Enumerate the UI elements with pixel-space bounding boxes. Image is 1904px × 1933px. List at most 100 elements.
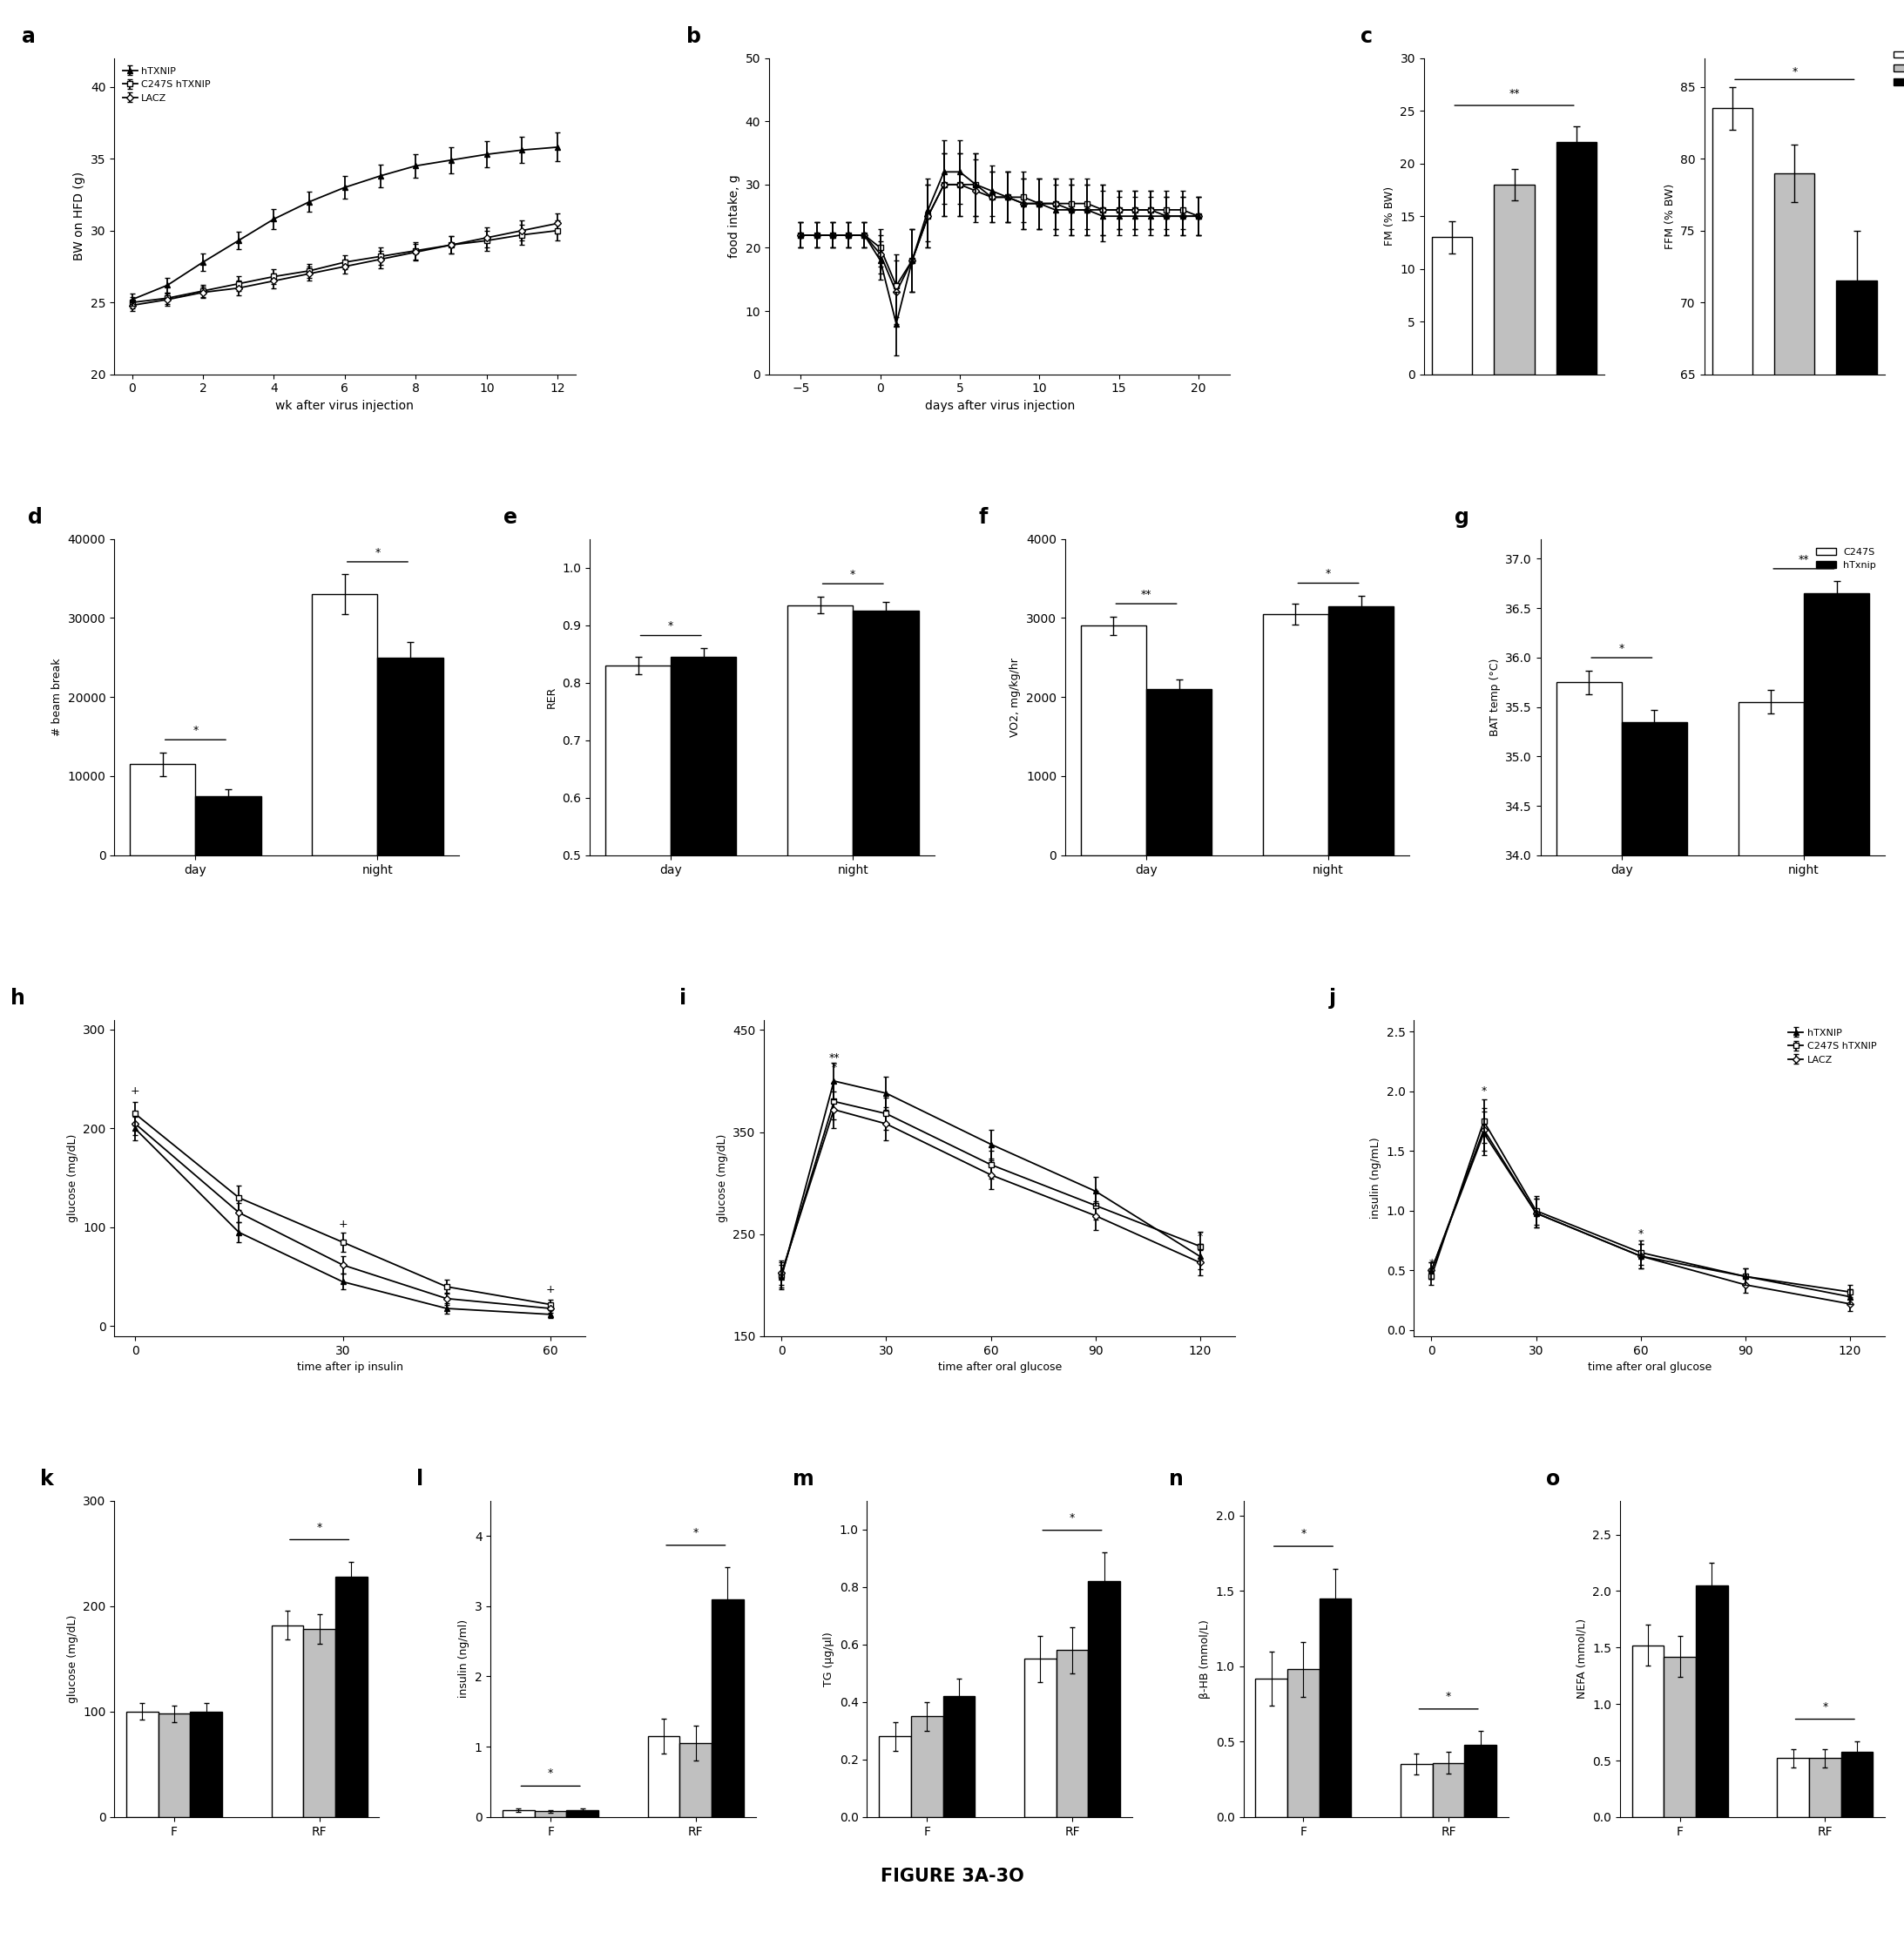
Text: FIGURE 3A-3O: FIGURE 3A-3O — [880, 1867, 1024, 1885]
Bar — [1057, 1651, 1089, 1817]
Text: *: * — [1792, 66, 1797, 77]
Bar — [910, 1717, 942, 1817]
Bar — [1432, 238, 1472, 375]
X-axis label: wk after virus injection: wk after virus injection — [276, 400, 413, 412]
Text: *: * — [1070, 1512, 1076, 1523]
Bar — [535, 1811, 567, 1817]
Text: *: * — [192, 725, 198, 736]
Text: *: * — [316, 1521, 322, 1533]
Bar — [1775, 174, 1815, 1309]
Bar — [1556, 143, 1596, 375]
Bar — [880, 1736, 910, 1817]
Text: k: k — [40, 1469, 53, 1490]
Text: e: e — [503, 506, 518, 528]
Text: **: ** — [828, 1052, 840, 1063]
Y-axis label: glucose (mg/dL): glucose (mg/dL) — [716, 1135, 727, 1222]
Legend: hTXNIP, C247S hTXNIP, LACZ: hTXNIP, C247S hTXNIP, LACZ — [1784, 1024, 1879, 1069]
Bar — [1401, 1765, 1432, 1817]
Text: *: * — [1637, 1227, 1643, 1239]
Bar — [272, 1626, 303, 1817]
Text: +: + — [546, 1284, 556, 1295]
Text: **: ** — [1140, 590, 1152, 599]
Bar — [1262, 615, 1329, 854]
Text: d: d — [29, 506, 42, 528]
Bar — [567, 1809, 598, 1817]
Y-axis label: VO2, mg/kg/hr: VO2, mg/kg/hr — [1009, 657, 1021, 736]
Y-axis label: FM (% BW): FM (% BW) — [1384, 186, 1396, 245]
Text: *: * — [1325, 568, 1331, 580]
X-axis label: days after virus injection: days after virus injection — [925, 400, 1074, 412]
X-axis label: time after oral glucose: time after oral glucose — [937, 1361, 1062, 1372]
Text: b: b — [685, 27, 701, 46]
Text: *: * — [851, 568, 855, 580]
Bar — [712, 1599, 744, 1817]
Text: h: h — [11, 988, 25, 1009]
Y-axis label: food intake, g: food intake, g — [727, 174, 741, 257]
Y-axis label: FFM (% BW): FFM (% BW) — [1664, 184, 1676, 249]
Text: *: * — [668, 620, 674, 632]
Bar — [1089, 1581, 1120, 1817]
Text: *: * — [1198, 1231, 1203, 1241]
Bar — [1464, 1745, 1497, 1817]
Bar — [303, 1630, 335, 1817]
Y-axis label: β-HB (mmol/L): β-HB (mmol/L) — [1200, 1620, 1211, 1699]
Text: *: * — [1445, 1691, 1451, 1703]
Y-axis label: TG (μg/μl): TG (μg/μl) — [823, 1631, 834, 1686]
Text: c: c — [1361, 27, 1373, 46]
Bar — [1556, 682, 1622, 1933]
Text: f: f — [979, 506, 988, 528]
Text: m: m — [792, 1469, 815, 1490]
Bar — [1622, 721, 1687, 1933]
Text: *: * — [548, 1769, 554, 1778]
Bar — [1146, 690, 1211, 854]
Bar — [1495, 184, 1535, 375]
Bar — [788, 605, 853, 1142]
Text: n: n — [1169, 1469, 1184, 1490]
Text: l: l — [417, 1469, 423, 1490]
X-axis label: time after ip insulin: time after ip insulin — [297, 1361, 404, 1372]
Text: *: * — [375, 547, 381, 559]
Bar — [853, 611, 918, 1142]
Bar — [1319, 1599, 1352, 1817]
Bar — [647, 1736, 680, 1817]
Text: *: * — [1481, 1084, 1487, 1096]
Bar — [1287, 1670, 1319, 1817]
Y-axis label: BW on HFD (g): BW on HFD (g) — [74, 172, 86, 261]
Y-axis label: BAT temp (°C): BAT temp (°C) — [1489, 657, 1500, 736]
Bar — [1024, 1659, 1057, 1817]
Bar — [1329, 607, 1394, 854]
Text: *: * — [832, 1061, 836, 1073]
Y-axis label: NEFA (mmol/L): NEFA (mmol/L) — [1577, 1618, 1588, 1699]
Bar — [196, 796, 261, 854]
Text: **: ** — [1508, 89, 1519, 101]
Text: *: * — [1822, 1701, 1828, 1713]
Bar — [1255, 1678, 1287, 1817]
Y-axis label: insulin (ng/ml): insulin (ng/ml) — [459, 1620, 470, 1697]
X-axis label: time after oral glucose: time after oral glucose — [1588, 1361, 1712, 1372]
Bar — [129, 764, 196, 854]
Bar — [377, 657, 444, 854]
Y-axis label: RER: RER — [546, 686, 558, 707]
Bar — [126, 1711, 158, 1817]
Text: a: a — [23, 27, 36, 46]
Bar — [190, 1711, 223, 1817]
Text: *: * — [1618, 642, 1624, 653]
Text: **: ** — [1797, 553, 1809, 564]
Text: *: * — [693, 1527, 699, 1539]
Text: *: * — [1300, 1529, 1306, 1539]
Y-axis label: glucose (mg/dL): glucose (mg/dL) — [67, 1135, 78, 1222]
Y-axis label: # beam break: # beam break — [51, 657, 63, 736]
Y-axis label: glucose (mg/dL): glucose (mg/dL) — [67, 1614, 78, 1703]
Bar — [1738, 702, 1803, 1933]
Bar — [1712, 108, 1754, 1309]
Legend: hTXNIP, C247S hTXNIP, LACZ: hTXNIP, C247S hTXNIP, LACZ — [120, 64, 215, 106]
Bar — [680, 1744, 712, 1817]
Bar — [1632, 1645, 1664, 1817]
Bar — [312, 593, 377, 854]
Text: *: * — [1428, 1258, 1434, 1270]
Bar — [942, 1697, 975, 1817]
Text: j: j — [1329, 988, 1337, 1009]
Bar — [1837, 280, 1877, 1309]
Y-axis label: insulin (ng/mL): insulin (ng/mL) — [1371, 1137, 1382, 1218]
Bar — [335, 1577, 367, 1817]
